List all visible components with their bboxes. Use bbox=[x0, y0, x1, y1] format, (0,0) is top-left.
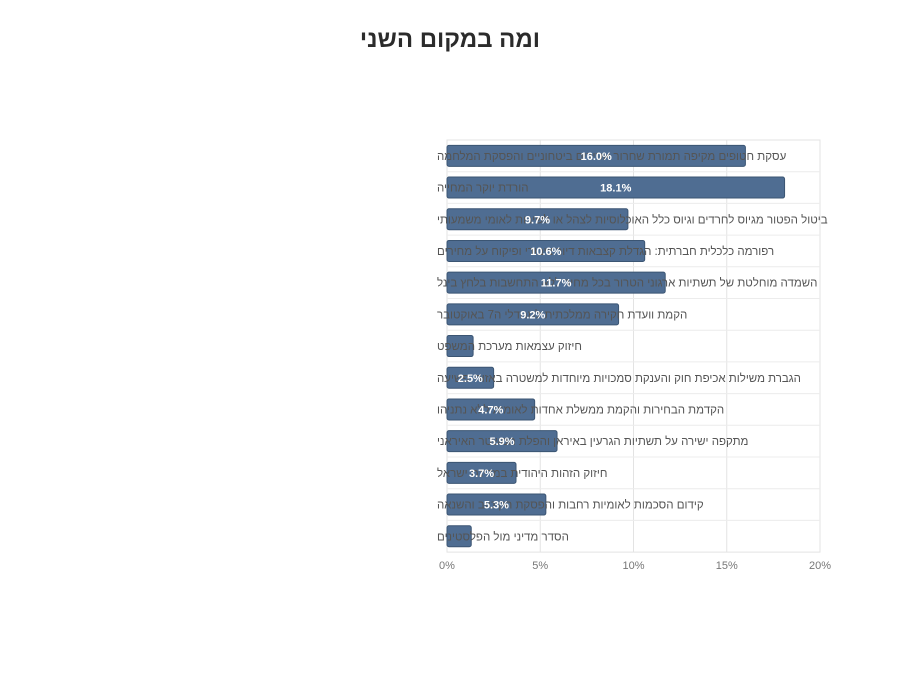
bar bbox=[446, 176, 786, 199]
category-label: השמדה מוחלטת של תשתיות ארגוני הטרור בכל … bbox=[437, 277, 817, 290]
data-label: 11.7% bbox=[541, 278, 572, 290]
data-label: 2.5% bbox=[458, 373, 483, 385]
data-label: 3.7% bbox=[469, 468, 494, 480]
category-label: רפורמה כלכלית חברתית: הגדלת קצבאות דיור … bbox=[437, 245, 774, 258]
category-label: מתקפה ישירה על תשתיות הגרעין באיראן והפל… bbox=[437, 435, 748, 448]
category-label: הורדת יוקר המחייה bbox=[437, 183, 528, 195]
category-label: חיזוק הזהות היהודית במדינת ישראל bbox=[437, 467, 607, 480]
bar bbox=[446, 271, 666, 294]
data-label: 5.3% bbox=[484, 500, 509, 512]
category-label: עסקת חטופים מקיפה תמורת שחרור אסירים ביט… bbox=[437, 150, 787, 163]
chart-title: ומה במקום השני bbox=[359, 26, 541, 53]
category-label: קידום הסכמות לאומיות רחבות והפסקת הקיטוב… bbox=[437, 499, 704, 512]
data-label: 9.7% bbox=[525, 214, 550, 226]
data-label: 5.9% bbox=[489, 436, 514, 448]
x-tick-label: 15% bbox=[716, 560, 738, 572]
bar bbox=[446, 144, 746, 167]
category-label: ביטול הפטור מגיוס לחרדים וגיוס כלל האוכל… bbox=[437, 213, 828, 226]
x-tick-label: 5% bbox=[532, 560, 548, 572]
x-tick-label: 20% bbox=[809, 560, 831, 572]
data-label: 9.2% bbox=[520, 309, 545, 321]
bar bbox=[446, 398, 536, 421]
bar bbox=[446, 366, 495, 389]
bar bbox=[446, 335, 474, 358]
category-label: הקמת וועדת חקירה ממלכתית למחדלי ה7 באוקט… bbox=[437, 308, 687, 321]
data-label: 4.7% bbox=[478, 404, 503, 416]
category-label: הסדר מדיני מול הפלסטינים bbox=[437, 530, 569, 543]
data-label: 16.0% bbox=[581, 151, 612, 163]
bar bbox=[446, 461, 517, 484]
category-label: הגברת משילות אכיפת חוק והענקת סמכויות מי… bbox=[437, 372, 801, 385]
bar bbox=[446, 430, 558, 453]
x-tick-label: 0% bbox=[439, 560, 455, 572]
data-label: 10.6% bbox=[530, 246, 561, 258]
category-label: חיזוק עצמאות מערכת המשפט bbox=[437, 341, 582, 353]
x-tick-label: 10% bbox=[622, 560, 644, 572]
category-label: הקדמת הבחירות והקמת ממשלת אחדות לאומית ל… bbox=[437, 403, 724, 416]
bar bbox=[446, 303, 620, 326]
data-label: 18.1% bbox=[600, 183, 631, 195]
labels-layer: 0% 5% 10% 15% 20% עסקת חטופים מקיפה תמורת שחר… bbox=[437, 150, 831, 572]
bar bbox=[446, 239, 646, 262]
bars-layer bbox=[446, 144, 786, 548]
bar bbox=[446, 493, 547, 516]
bar bbox=[446, 208, 629, 231]
bar bbox=[446, 525, 472, 548]
